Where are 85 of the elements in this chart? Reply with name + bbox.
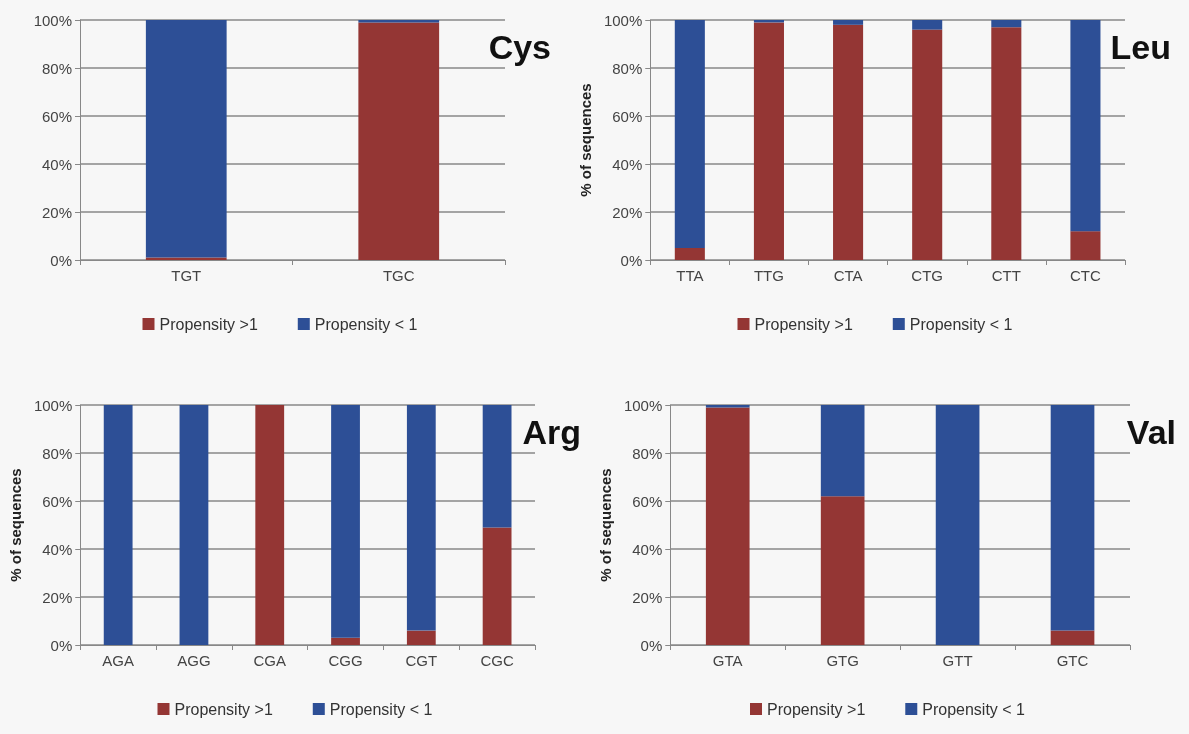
y-tick-label: 60% <box>42 492 73 510</box>
bar <box>820 496 865 645</box>
x-tick-label: GTA <box>712 652 743 669</box>
chart-title: Arg <box>522 413 582 451</box>
y-tick-label: 40% <box>41 155 72 173</box>
legend-label: Propensity >1 <box>159 315 258 333</box>
x-tick-label: CTG <box>911 267 944 284</box>
bar <box>1070 231 1101 260</box>
legend-label: Propensity < 1 <box>922 700 1026 718</box>
x-tick-label: CGG <box>328 652 363 669</box>
bar <box>1050 405 1095 631</box>
y-tick-label: 0% <box>50 636 73 654</box>
y-tick-label: 80% <box>41 59 72 77</box>
bar <box>935 405 980 645</box>
y-tick-label: 100% <box>33 396 73 414</box>
y-tick-label: 100% <box>33 11 72 29</box>
bar <box>358 22 440 260</box>
y-axis-title: % of sequences <box>7 468 24 582</box>
bar <box>753 22 784 260</box>
y-tick-label: 80% <box>612 59 643 77</box>
bar <box>820 405 865 497</box>
x-tick-label: CTA <box>833 267 863 284</box>
y-tick-label: 20% <box>42 588 73 606</box>
bar <box>912 20 943 30</box>
y-tick-label: 60% <box>612 107 643 125</box>
y-tick-label: 20% <box>632 588 663 606</box>
bar <box>331 405 360 638</box>
bar <box>406 630 436 645</box>
bar <box>1070 20 1101 232</box>
legend-label: Propensity >1 <box>174 700 273 718</box>
legend-label: Propensity < 1 <box>329 700 433 718</box>
x-tick-label: TTA <box>676 267 704 284</box>
y-tick-label: 0% <box>50 251 72 269</box>
x-tick-label: CGA <box>253 652 286 669</box>
bar <box>991 27 1022 260</box>
bar <box>991 20 1022 28</box>
y-tick-label: 60% <box>41 107 72 125</box>
y-tick-label: 40% <box>42 540 73 558</box>
y-axis-title: % of sequences <box>577 83 594 197</box>
bar <box>331 637 360 645</box>
x-tick-label: CGT <box>405 652 438 669</box>
bar <box>145 20 227 258</box>
x-tick-label: CTC <box>1070 267 1102 284</box>
bar <box>833 24 864 260</box>
y-tick-label: 0% <box>640 636 663 654</box>
y-tick-label: 80% <box>632 444 663 462</box>
y-tick-label: 80% <box>42 444 73 462</box>
x-tick-label: TGT <box>171 267 202 284</box>
y-tick-label: 20% <box>612 203 643 221</box>
legend-label: Propensity < 1 <box>314 315 418 333</box>
x-tick-label: GTG <box>826 652 859 669</box>
bar <box>255 405 285 645</box>
y-tick-label: 40% <box>612 155 643 173</box>
y-tick-label: 100% <box>603 11 643 29</box>
x-tick-label: TTG <box>753 267 784 284</box>
bar <box>103 405 133 645</box>
bar <box>482 527 512 645</box>
x-tick-label: CTT <box>991 267 1021 284</box>
x-tick-label: AGA <box>102 652 134 669</box>
x-tick-label: GTT <box>942 652 973 669</box>
bar <box>179 405 209 645</box>
chart-title: Cys <box>488 28 551 66</box>
chart-title: Val <box>1126 413 1177 451</box>
x-tick-label: TGC <box>382 267 415 284</box>
bar <box>912 29 943 260</box>
chart-title: Leu <box>1110 28 1172 66</box>
y-tick-label: 40% <box>632 540 663 558</box>
legend-label: Propensity >1 <box>767 700 866 718</box>
y-tick-label: 100% <box>623 396 663 414</box>
bar <box>406 405 436 631</box>
x-tick-label: CGC <box>480 652 514 669</box>
x-tick-label: AGG <box>177 652 211 669</box>
y-axis-title: % of sequences <box>597 468 614 582</box>
y-tick-label: 20% <box>41 203 72 221</box>
y-tick-label: 60% <box>632 492 663 510</box>
bar <box>674 248 705 260</box>
bar <box>1050 630 1095 645</box>
bar <box>833 20 864 25</box>
y-tick-label: 0% <box>620 251 643 269</box>
bar <box>705 407 750 645</box>
legend-label: Propensity >1 <box>754 315 853 333</box>
bar <box>674 20 705 248</box>
legend-label: Propensity < 1 <box>909 315 1013 333</box>
bar <box>482 405 512 528</box>
x-tick-label: GTC <box>1056 652 1089 669</box>
